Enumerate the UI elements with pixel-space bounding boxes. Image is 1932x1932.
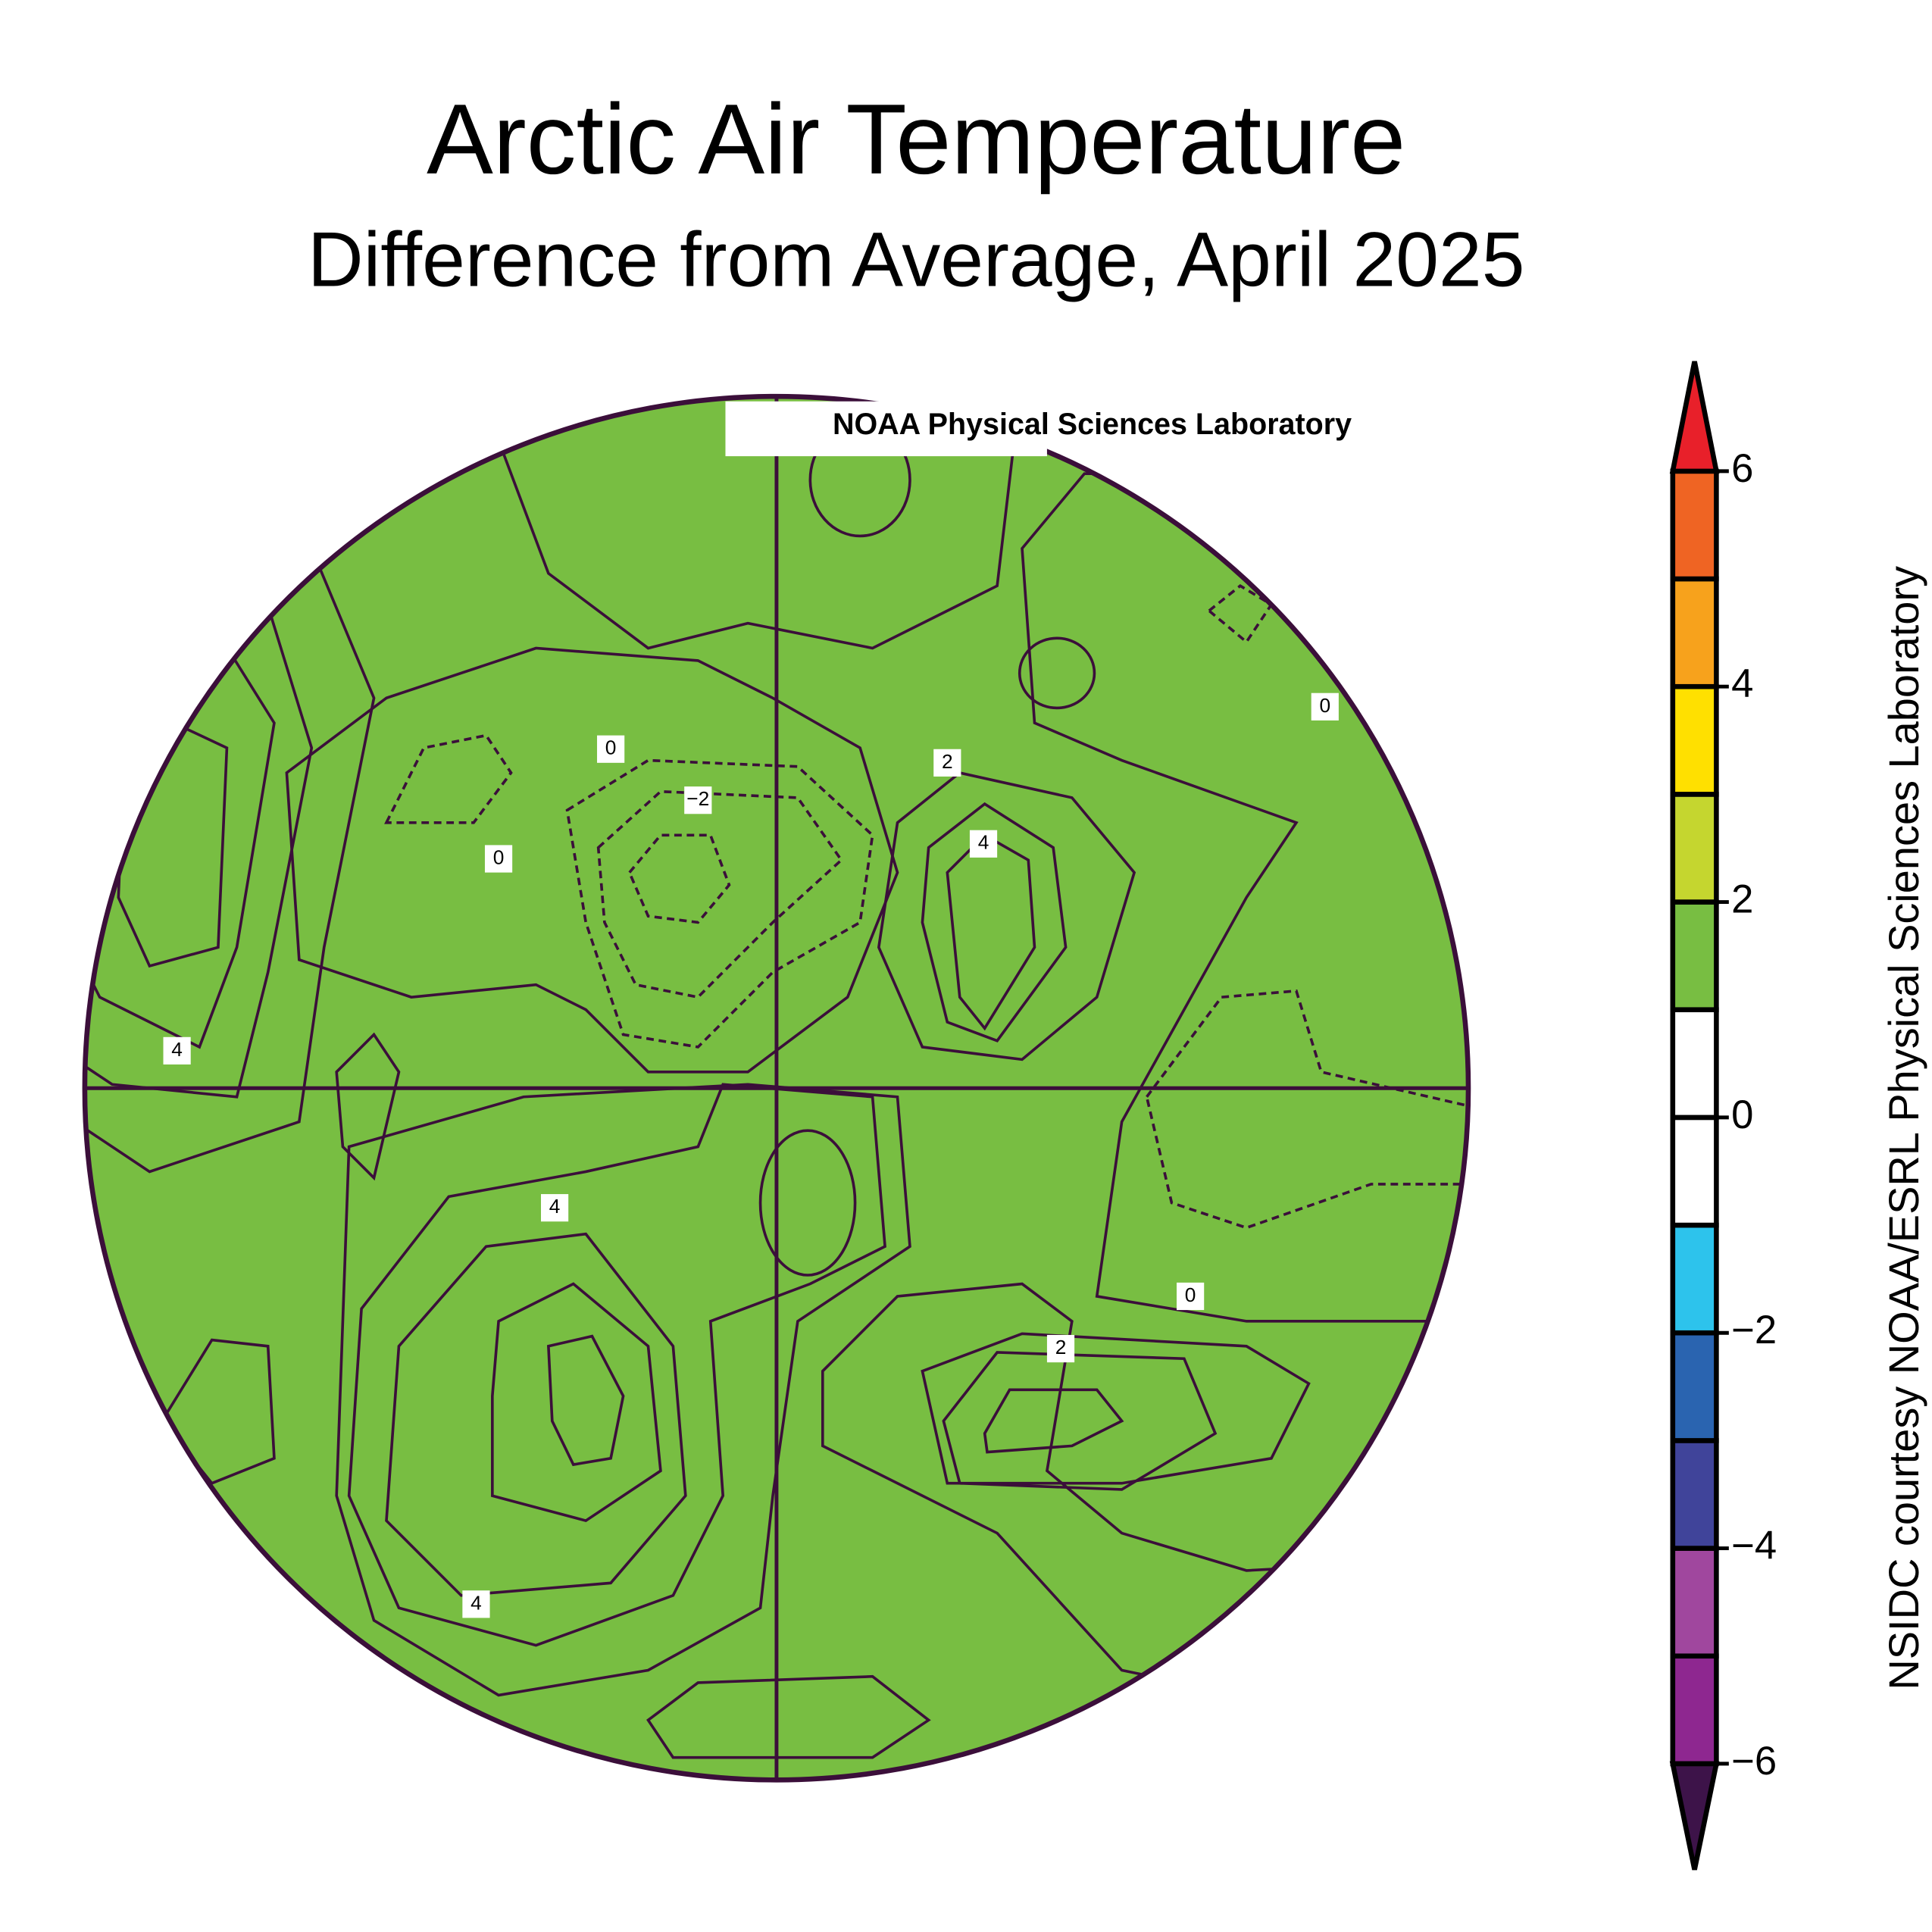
contour-label: 4 (978, 831, 989, 854)
field (627, 833, 731, 924)
contour-label: 0 (493, 846, 505, 868)
colorbar-tick-label: 2 (1731, 877, 1753, 921)
field (491, 1282, 662, 1523)
field (1018, 636, 1096, 710)
map-border (82, 393, 1471, 1783)
field (565, 758, 874, 1049)
contour-label: 0 (605, 736, 617, 759)
colorbar-tick-label: −4 (1731, 1523, 1777, 1568)
contour-labels: 0 0 0 0 −2 2 2 4 4 4 4 (163, 692, 1339, 1618)
colorbar-box (1670, 1114, 1719, 1228)
colorbar-box (1670, 1653, 1719, 1767)
contour-label-box (684, 786, 712, 814)
watermark: NOAA Physical Sciences Laboratory (833, 408, 1352, 441)
contour-label-box (1311, 692, 1339, 721)
contour-label: 2 (942, 750, 953, 773)
field (385, 1232, 687, 1597)
colorbar-tick-label: 6 (1731, 446, 1753, 491)
colorbar-tick-label: −6 (1731, 1739, 1777, 1784)
contour-label-box (462, 1590, 490, 1618)
field (285, 646, 899, 1074)
colorbar-box (1670, 1222, 1719, 1336)
contour-label: 0 (1185, 1283, 1196, 1306)
field (942, 1351, 1218, 1491)
contour-label: 2 (1055, 1336, 1067, 1358)
watermark-box (725, 401, 1047, 457)
contour-label: 4 (470, 1591, 482, 1614)
contour-label-box (484, 845, 513, 873)
contour-label-box (969, 830, 998, 858)
colorbar-tick-label: 0 (1731, 1093, 1753, 1137)
field (921, 802, 1068, 1043)
contour-label: 4 (171, 1038, 183, 1061)
credit: NSIDC courtesy NOAA/ESRL Physical Scienc… (1880, 566, 1927, 1690)
field (335, 1032, 401, 1181)
field (758, 1129, 857, 1277)
map (84, 396, 1468, 1780)
colorbar-box (1670, 1007, 1719, 1121)
contour-label-box (541, 1194, 569, 1222)
colorbar-box (1670, 1546, 1719, 1659)
field (1145, 989, 1468, 1230)
contour-label-box (1046, 1334, 1075, 1363)
colorbar-tick-label: 4 (1731, 661, 1753, 706)
contour-label-box (933, 749, 961, 777)
contour-label: −2 (686, 787, 709, 810)
contour-label-box (1177, 1282, 1205, 1311)
field (546, 1334, 625, 1467)
colorbar-tick-label: −2 (1731, 1308, 1777, 1352)
field (384, 733, 513, 824)
colorbar: −6 −4 −2 0 2 4 6 (1669, 361, 1777, 1871)
colorbar-box (1670, 1438, 1719, 1551)
contour-label: 4 (549, 1195, 561, 1218)
colorbar-box (1670, 576, 1719, 689)
contour-label: 0 (1319, 694, 1330, 717)
colorbar-box (1670, 468, 1719, 582)
colorbar-over (1669, 361, 1720, 474)
field (877, 771, 1136, 1061)
subtitle: Difference from Average, April 2025 (308, 216, 1525, 302)
field (335, 1083, 911, 1697)
contour-label-box (163, 1036, 191, 1064)
field (646, 1674, 931, 1759)
field (347, 1083, 886, 1647)
colorbar-box (1670, 899, 1719, 1013)
field (983, 1388, 1124, 1454)
contour-label-box (597, 735, 625, 763)
title: Arctic Air Temperature (427, 83, 1405, 195)
colorbar-under (1669, 1761, 1720, 1871)
colorbar-box (1670, 1330, 1719, 1443)
colorbar-box (1670, 792, 1719, 905)
colorbar-box (1670, 683, 1719, 797)
